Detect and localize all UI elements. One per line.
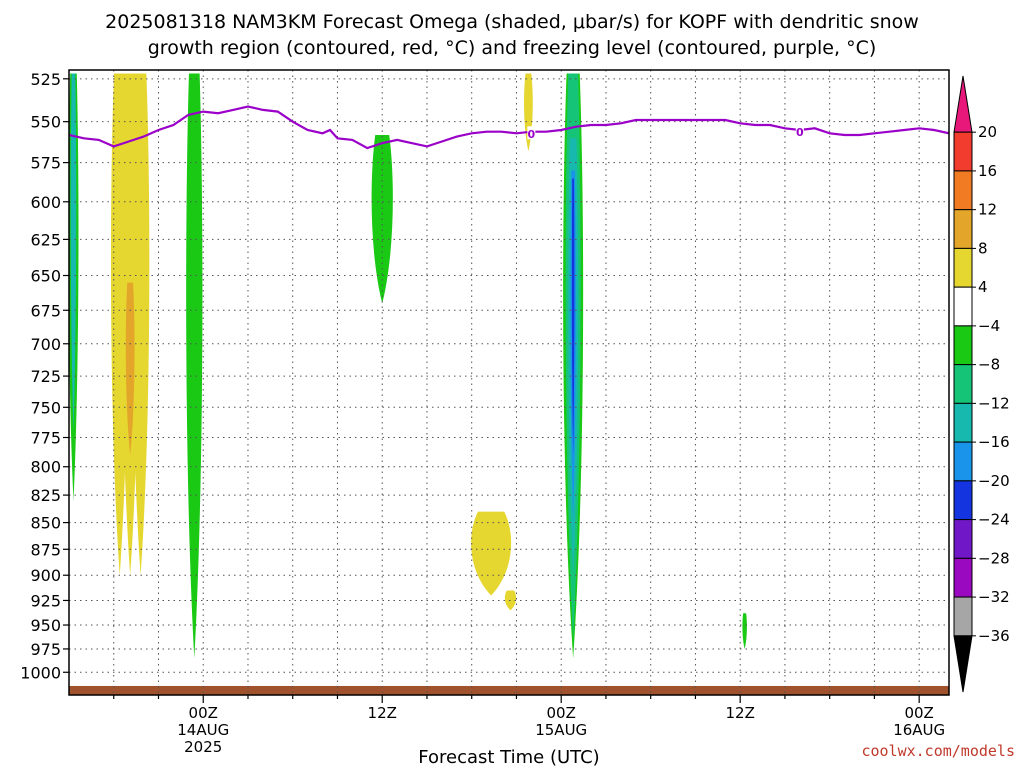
x-tick-label-24-0: 00Z	[547, 704, 576, 722]
y-tick-label-800: 800	[30, 458, 61, 477]
colorbar-label-12: −32	[978, 588, 1010, 606]
colorbar-label-2: 12	[978, 201, 997, 219]
colorbar-label-6: −8	[978, 356, 1000, 374]
y-tick-label-650: 650	[30, 267, 61, 286]
colorbar-label-0: 20	[978, 123, 997, 141]
y-axis-ticks: 525 550 575 600 625 650 675 700 725 750 775 800 825 8…	[20, 70, 69, 682]
x-tick-label-0-2: 2025	[184, 738, 222, 756]
colorbar-swatch-5	[953, 286, 973, 327]
colorbar-swatch-13	[953, 596, 973, 637]
x-tick-label-24-1: 15AUG	[535, 721, 587, 739]
colorbar-swatch-4	[953, 247, 973, 288]
chart-title-line1: 2025081318 NAM3KM Forecast Omega (shaded…	[105, 11, 919, 33]
freezing-label-bg-0	[527, 126, 536, 140]
omega-region-3-0	[471, 511, 512, 596]
colorbar-swatch-10	[953, 480, 973, 521]
omega-region-14-0	[742, 613, 747, 649]
colorbar-label-3: 8	[978, 239, 988, 257]
freezing-level-label-1: 0	[796, 126, 804, 139]
freezing-level-label-0: 0	[528, 128, 536, 141]
colorbar-swatch-1	[953, 131, 973, 172]
colorbar-swatch-9	[953, 441, 973, 482]
freezing-label-bg-1	[795, 124, 804, 138]
y-tick-label-625: 625	[30, 230, 61, 249]
x-axis-title: Forecast Time (UTC)	[418, 747, 599, 768]
y-tick-label-950: 950	[30, 616, 61, 635]
y-tick-label-700: 700	[30, 335, 61, 354]
terrain-rect	[69, 685, 949, 695]
colorbar-swatch-2	[953, 170, 973, 211]
grid-lines	[69, 70, 949, 695]
colorbar-swatch-7	[953, 364, 973, 404]
colorbar-label-7: −12	[978, 394, 1010, 412]
colorbar-swatch-12	[953, 557, 973, 598]
y-tick-label-975: 975	[30, 640, 61, 659]
x-tick-label-48-0: 00Z	[904, 704, 933, 722]
y-tick-label-750: 750	[30, 398, 61, 417]
omega-region-1-0	[125, 282, 135, 456]
colorbar-swatch-3	[953, 209, 973, 249]
y-tick-label-825: 825	[30, 486, 61, 505]
colorbar-label-5: −4	[978, 317, 1000, 335]
y-tick-label-550: 550	[30, 113, 61, 132]
colorbar-label-9: −20	[978, 472, 1010, 490]
y-tick-label-575: 575	[30, 154, 61, 173]
colorbar-label-4: 4	[978, 278, 988, 296]
omega-region-7-0	[186, 73, 203, 659]
chart-title-line2: growth region (contoured, red, °C) and f…	[148, 37, 877, 59]
x-tick-label-12-0: 12Z	[368, 704, 397, 722]
credit-text: coolwx.com/models	[861, 742, 1015, 760]
colorbar-label-10: −24	[978, 511, 1010, 529]
x-tick-label-48-1: 16AUG	[893, 721, 945, 739]
colorbar-swatch-8	[953, 402, 973, 443]
y-tick-label-925: 925	[30, 591, 61, 610]
plot-frame	[68, 69, 950, 696]
y-tick-label-600: 600	[30, 193, 61, 212]
omega-shading	[69, 73, 747, 659]
colorbar-label-13: −36	[978, 627, 1010, 645]
terrain-fill	[69, 685, 949, 695]
y-tick-label-725: 725	[30, 367, 61, 386]
x-tick-label-0-0: 00Z	[189, 704, 218, 722]
y-tick-label-900: 900	[30, 566, 61, 585]
colorbar: 20 16 12 8 4 −4 −8 −12 −16 −20 −24 −28 −32 −36	[953, 75, 1010, 693]
colorbar-swatch-11	[953, 519, 973, 559]
omega-region-0-2	[131, 73, 150, 576]
colorbar-label-11: −28	[978, 549, 1010, 567]
colorbar-swatch-14	[953, 635, 973, 693]
y-tick-label-675: 675	[30, 301, 61, 320]
omega-region-13-0	[571, 178, 575, 456]
colorbar-swatch-6	[953, 325, 973, 366]
colorbar-label-1: 16	[978, 162, 997, 180]
y-tick-label-775: 775	[30, 429, 61, 448]
y-tick-label-1000: 1000	[20, 663, 61, 682]
y-tick-label-525: 525	[30, 70, 61, 89]
colorbar-label-8: −16	[978, 433, 1010, 451]
y-tick-label-850: 850	[30, 514, 61, 533]
colorbar-swatch-0	[953, 75, 973, 133]
x-tick-label-36-0: 12Z	[725, 704, 754, 722]
x-tick-label-0-1: 14AUG	[177, 721, 229, 739]
y-tick-label-875: 875	[30, 540, 61, 559]
